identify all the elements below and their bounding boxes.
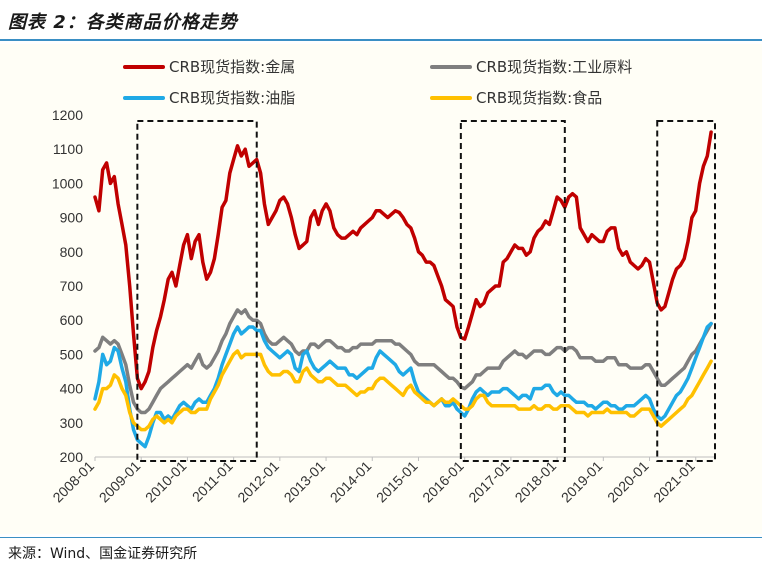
x-tick-label: 2021-01 [650, 458, 698, 506]
x-tick-label: 2009-01 [96, 458, 144, 506]
y-tick-label: 500 [60, 346, 84, 362]
source-rule [0, 537, 762, 538]
series-line-2 [93, 321, 713, 449]
series-line-1 [93, 308, 713, 415]
x-tick-label: 2019-01 [558, 458, 606, 506]
page-title: 图表 2：各类商品价格走势 [8, 12, 238, 33]
y-tick-label: 1100 [53, 141, 83, 157]
legend-label-2: CRB现货指数:油脂 [169, 89, 295, 107]
y-tick-label: 1000 [52, 175, 83, 191]
title-rule [0, 39, 762, 41]
highlight-box-1 [459, 120, 566, 462]
legend-label-0: CRB现货指数:金属 [169, 58, 295, 76]
x-tick-label: 2016-01 [419, 458, 467, 506]
y-tick-label: 800 [60, 244, 84, 260]
y-tick-label: 200 [60, 449, 84, 465]
x-tick-label: 2013-01 [281, 458, 329, 506]
source-note: 来源：Wind、国金证券研究所 [8, 546, 198, 562]
chart-area: 200 300 400 500 600 700 800 900 1000 1100 1200 2008… [0, 44, 762, 534]
series-line-3 [93, 349, 713, 432]
y-tick-label: 1200 [52, 107, 83, 123]
x-tick-label: 2014-01 [327, 458, 375, 506]
x-tick-label: 2012-01 [234, 458, 282, 506]
y-tick-label: 400 [60, 381, 84, 397]
x-tick-label: 2018-01 [512, 458, 560, 506]
x-tick-label: 2011-01 [189, 458, 236, 505]
y-tick-label: 300 [60, 415, 84, 431]
x-tick-label: 2010-01 [142, 458, 190, 506]
y-tick-label: 700 [60, 278, 84, 294]
price-trend-chart: 2003004005006007008009001000110012002008… [49, 58, 716, 506]
y-tick-label: 900 [60, 210, 84, 226]
y-tick-label: 600 [60, 312, 84, 328]
highlight-box-2 [656, 120, 716, 462]
legend-label-1: CRB现货指数:工业原料 [476, 58, 632, 76]
x-tick-label: 2020-01 [604, 458, 652, 506]
legend-label-3: CRB现货指数:食品 [476, 89, 602, 107]
series-line-0 [93, 130, 713, 391]
x-tick-label: 2015-01 [373, 458, 421, 506]
x-tick-label: 2017-01 [465, 458, 513, 506]
